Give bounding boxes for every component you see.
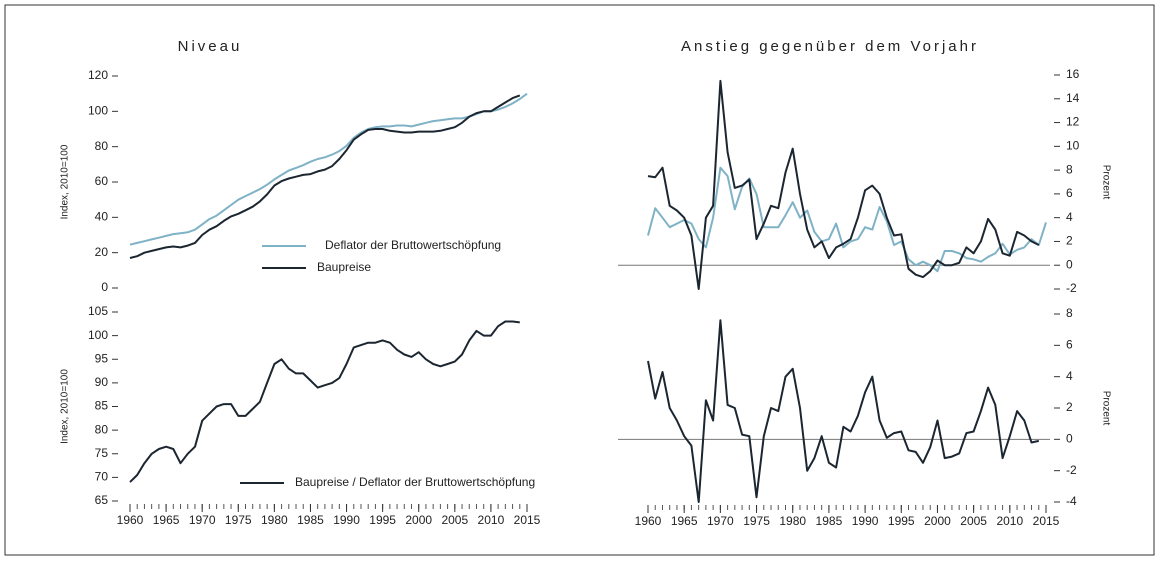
y-axis-label: Prozent bbox=[1100, 165, 1111, 200]
y-tick-label: 0 bbox=[1066, 257, 1073, 271]
y-tick-label: 40 bbox=[95, 210, 109, 224]
x-tick-label: 1960 bbox=[117, 513, 144, 527]
y-tick-label: 70 bbox=[95, 470, 109, 484]
y-tick-label: 8 bbox=[1066, 306, 1073, 320]
y-tick-label: -2 bbox=[1066, 463, 1077, 477]
y-axis-label: Index, 2010=100 bbox=[60, 369, 71, 444]
x-tick-label: 2010 bbox=[478, 513, 505, 527]
y-tick-label: 100 bbox=[88, 328, 108, 342]
y-tick-label: 2 bbox=[1066, 400, 1073, 414]
y-tick-label: 100 bbox=[88, 104, 108, 118]
x-tick-label: 2005 bbox=[960, 514, 987, 528]
x-tick-label: 2000 bbox=[924, 514, 951, 528]
legend-label: Baupreise bbox=[317, 260, 371, 274]
y-tick-label: 12 bbox=[1066, 115, 1080, 129]
y-tick-label: 4 bbox=[1066, 369, 1073, 383]
x-tick-label: 2000 bbox=[405, 513, 432, 527]
y-tick-label: 80 bbox=[95, 422, 109, 436]
y-axis-label: Prozent bbox=[1100, 391, 1111, 426]
y-tick-label: 0 bbox=[1066, 432, 1073, 446]
series-line bbox=[647, 79, 1040, 290]
series-line bbox=[647, 319, 1040, 503]
legend-label: Baupreise / Deflator der Bruttowertschöp… bbox=[295, 475, 535, 489]
y-tick-label: -4 bbox=[1066, 494, 1077, 508]
y-tick-label: 16 bbox=[1066, 67, 1080, 81]
x-tick-label: 1970 bbox=[189, 513, 216, 527]
y-tick-label: 95 bbox=[95, 351, 109, 365]
series-line bbox=[647, 166, 1047, 273]
y-axis-label: Index, 2010=100 bbox=[60, 144, 71, 219]
x-tick-label: 2005 bbox=[441, 513, 468, 527]
y-tick-label: 65 bbox=[95, 493, 109, 507]
y-tick-label: 60 bbox=[95, 174, 109, 188]
y-tick-label: 80 bbox=[95, 139, 109, 153]
x-tick-label: 1975 bbox=[225, 513, 252, 527]
x-tick-label: 2010 bbox=[996, 514, 1023, 528]
x-tick-label: 1970 bbox=[707, 514, 734, 528]
y-tick-label: 10 bbox=[1066, 139, 1080, 153]
x-tick-label: 2015 bbox=[1033, 514, 1060, 528]
x-tick-label: 1960 bbox=[635, 514, 662, 528]
y-tick-label: 90 bbox=[95, 375, 109, 389]
x-tick-label: 1980 bbox=[261, 513, 288, 527]
x-tick-label: 1995 bbox=[369, 513, 396, 527]
x-tick-label: 1990 bbox=[333, 513, 360, 527]
x-tick-label: 1965 bbox=[153, 513, 180, 527]
frame bbox=[4, 4, 1155, 556]
y-tick-label: -2 bbox=[1066, 281, 1077, 295]
y-tick-label: 75 bbox=[95, 446, 109, 460]
y-tick-label: 20 bbox=[95, 245, 109, 259]
x-tick-label: 1980 bbox=[779, 514, 806, 528]
x-tick-label: 1975 bbox=[743, 514, 770, 528]
y-tick-label: 8 bbox=[1066, 162, 1073, 176]
x-tick-label: 1985 bbox=[297, 513, 324, 527]
y-tick-label: 85 bbox=[95, 399, 109, 413]
legend-label: Deflator der Bruttowertschöpfung bbox=[325, 238, 501, 252]
y-tick-label: 6 bbox=[1066, 186, 1073, 200]
series-line bbox=[129, 320, 520, 483]
x-tick-label: 2015 bbox=[514, 513, 541, 527]
y-tick-label: 105 bbox=[88, 304, 108, 318]
panel-title: Niveau bbox=[178, 38, 243, 55]
y-tick-label: 4 bbox=[1066, 210, 1073, 224]
y-tick-label: 14 bbox=[1066, 91, 1080, 105]
x-tick-label: 1995 bbox=[888, 514, 915, 528]
panel-title: Anstieg gegenüber dem Vorjahr bbox=[681, 38, 979, 55]
x-tick-label: 1965 bbox=[671, 514, 698, 528]
x-tick-label: 1985 bbox=[816, 514, 843, 528]
series-line bbox=[129, 92, 528, 246]
y-tick-label: 120 bbox=[88, 68, 108, 82]
y-tick-label: 6 bbox=[1066, 338, 1073, 352]
y-tick-label: 0 bbox=[101, 280, 108, 294]
y-tick-label: 2 bbox=[1066, 234, 1073, 248]
x-tick-label: 1990 bbox=[852, 514, 879, 528]
series-line bbox=[129, 94, 521, 259]
